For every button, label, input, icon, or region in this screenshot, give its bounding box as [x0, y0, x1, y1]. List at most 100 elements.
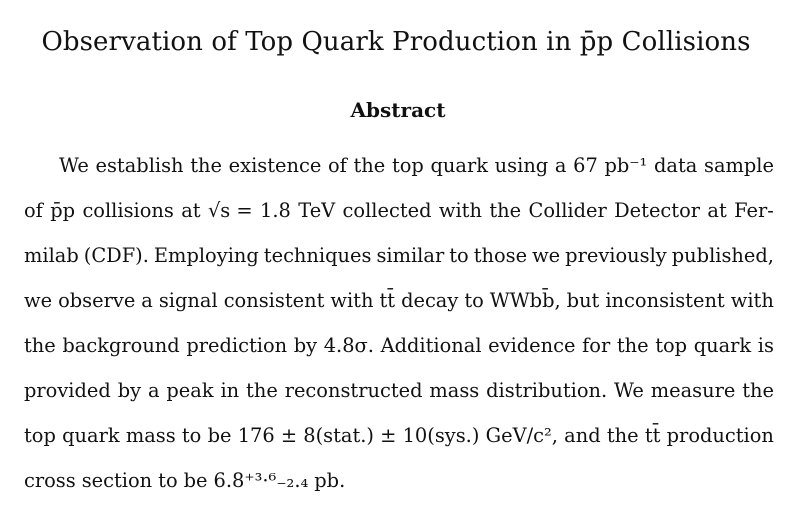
abstract-word: by	[293, 334, 318, 357]
abstract-word: we	[24, 289, 53, 312]
abstract-word: the	[246, 379, 278, 402]
abstract-line: of p̄p collisions at √s = 1.8 TeV collected with…	[24, 188, 774, 233]
abstract-word: is	[757, 334, 774, 357]
abstract-word: be	[183, 469, 208, 492]
abstract-word: quark	[430, 154, 488, 177]
abstract-word: pb⁻¹	[604, 154, 648, 177]
abstract-word: the	[190, 154, 222, 177]
abstract-word: evidence	[488, 334, 576, 357]
abstract-line: milab (CDF). Employing techniques similar to t…	[24, 233, 774, 278]
abstract-word: the	[353, 154, 386, 177]
abstract-word: top	[24, 424, 56, 447]
abstract-word: provided	[24, 379, 111, 402]
abstract-word: at	[181, 199, 201, 222]
abstract-word: distribution.	[486, 379, 608, 402]
abstract-word: tt̄	[644, 424, 661, 447]
abstract-word: 4.8σ.	[323, 334, 374, 357]
abstract-word: 176 ± 8(stat.) ± 10(sys.)	[237, 424, 480, 447]
abstract-word: to	[464, 289, 484, 312]
abstract-word: signal	[158, 289, 218, 312]
abstract-word: reconstructed	[284, 379, 423, 402]
abstract-word: the	[489, 199, 522, 222]
abstract-word: mass	[125, 424, 176, 447]
abstract-word: to	[181, 424, 202, 447]
abstract-word: mass	[429, 379, 480, 402]
abstract-word: existence	[228, 154, 322, 177]
abstract-word: be	[207, 424, 232, 447]
abstract-word: the	[606, 424, 639, 447]
abstract-word: p̄p	[50, 199, 76, 222]
abstract-word: quark	[62, 424, 120, 447]
abstract-word: the	[24, 334, 56, 357]
abstract-word: with	[730, 289, 774, 312]
abstract-word: but	[566, 289, 600, 312]
abstract-word: pb.	[314, 469, 346, 492]
abstract-word: the	[742, 379, 774, 402]
abstract-word: using	[494, 154, 549, 177]
abstract-word: Employing	[153, 244, 259, 267]
abstract-word: 6.8⁺³·⁶₋₂.₄	[213, 469, 309, 492]
abstract-word: prediction	[186, 334, 288, 357]
abstract-word: observe	[58, 289, 136, 312]
abstract-word: of	[24, 199, 43, 222]
abstract-word: with	[330, 289, 374, 312]
abstract-word: milab	[24, 244, 79, 267]
abstract-word: measure	[650, 379, 736, 402]
abstract-word: techniques	[263, 244, 372, 267]
abstract-word: a	[147, 379, 160, 402]
abstract-word: sample	[704, 154, 774, 177]
abstract-line: we observe a signal consistent with tt̄ decay to…	[24, 278, 774, 323]
abstract-word: collisions	[82, 199, 174, 222]
abstract-word: those	[473, 244, 528, 267]
abstract-word: for	[582, 334, 611, 357]
abstract-word: cross	[24, 469, 76, 492]
abstract-line: We establish the existence of the top quark usin…	[24, 143, 774, 188]
abstract-word: 1.8	[260, 199, 291, 222]
abstract-word: (CDF).	[83, 244, 149, 267]
abstract-word: we	[532, 244, 561, 267]
abstract-word: section	[81, 469, 153, 492]
abstract-word: inconsistent	[605, 289, 725, 312]
abstract-word: Fer-	[734, 199, 774, 222]
abstract-heading: Abstract	[350, 98, 446, 122]
abstract-word: background	[62, 334, 180, 357]
abstract-word: to	[158, 469, 178, 492]
abstract-word: to	[449, 244, 469, 267]
paper-title: Observation of Top Quark Production in p…	[41, 27, 751, 57]
abstract-word: WWbb̄,	[489, 289, 561, 312]
abstract-word: similar	[376, 244, 445, 267]
abstract-word: We	[59, 154, 89, 177]
abstract-word: production	[666, 424, 774, 447]
abstract-word: of	[327, 154, 347, 177]
abstract-word: We	[614, 379, 644, 402]
abstract-line: the background prediction by 4.8σ. Additional…	[24, 323, 774, 368]
abstract-word: Detector	[614, 199, 701, 222]
abstract-word: and	[564, 424, 601, 447]
abstract-line: top quark mass to be 176 ± 8(stat.) ± 10(sys.…	[24, 413, 774, 458]
abstract-word: TeV	[298, 199, 336, 222]
abstract-word: with	[438, 199, 482, 222]
abstract-word: decay	[401, 289, 459, 312]
abstract-word: establish	[95, 154, 184, 177]
abstract-word: GeV/c²,	[485, 424, 558, 447]
abstract-word: by	[117, 379, 142, 402]
abstract-word: Additional	[380, 334, 482, 357]
abstract-word: published,	[671, 244, 774, 267]
abstract-word: consistent	[223, 289, 325, 312]
abstract-word: in	[220, 379, 240, 402]
abstract-word: at	[707, 199, 727, 222]
abstract-word: 67	[573, 154, 598, 177]
abstract-word: quark	[693, 334, 752, 357]
abstract-word: peak	[166, 379, 214, 402]
abstract-body: We establish the existence of the top quark usin…	[24, 143, 774, 503]
abstract-word: collected	[342, 199, 432, 222]
abstract-word: √s =	[207, 199, 253, 222]
abstract-word: a	[141, 289, 153, 312]
abstract-word: top	[655, 334, 688, 357]
abstract-word: data	[654, 154, 698, 177]
abstract-line: cross section to be 6.8⁺³·⁶₋₂.₄ pb.	[24, 458, 774, 503]
abstract-word: top	[391, 154, 424, 177]
abstract-line: provided by a peak in the reconstructed mass dis…	[24, 368, 774, 413]
abstract-word: previously	[565, 244, 667, 267]
